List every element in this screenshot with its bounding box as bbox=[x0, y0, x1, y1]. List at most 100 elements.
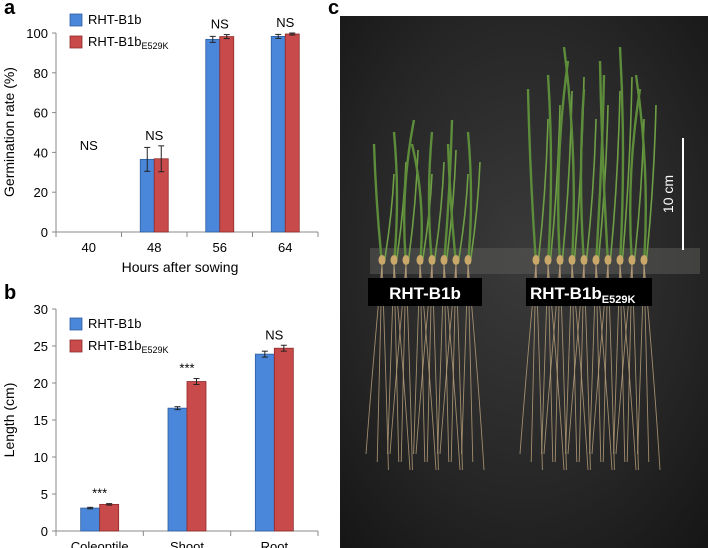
bar-rht-b1b bbox=[80, 507, 101, 532]
seed bbox=[604, 255, 612, 265]
seedling-leaf bbox=[433, 161, 445, 265]
seedling-leaf bbox=[557, 60, 570, 265]
seed bbox=[616, 255, 624, 265]
photo-label-left: RHT-B1b bbox=[389, 284, 461, 303]
x-tick-label: 64 bbox=[278, 240, 292, 255]
chart-b: Length (cm) 0 5 10 15 20 25 30 Coleoptile *** Sho… bbox=[1, 302, 319, 548]
legend-label: RHT-B1bE529K bbox=[88, 34, 169, 51]
photo-label-left-box bbox=[368, 278, 482, 306]
y-tick-label: 80 bbox=[34, 66, 48, 81]
seedling-leaf bbox=[629, 88, 642, 265]
bar-rht-b1b bbox=[205, 38, 221, 233]
seed bbox=[568, 255, 576, 265]
y-tick-label: 0 bbox=[41, 225, 48, 240]
seedling-leaf bbox=[621, 76, 633, 265]
seedling-leaf bbox=[546, 74, 553, 265]
seed bbox=[402, 255, 410, 265]
x-tick-label: Coleoptile bbox=[71, 539, 129, 548]
legend-label: RHT-B1b bbox=[88, 12, 141, 27]
seedling-leaf bbox=[537, 118, 549, 265]
seedling-leaf bbox=[392, 131, 399, 265]
bar-rht-b1b-e529k bbox=[99, 503, 120, 532]
chart-a: Germination rate (%) 0 20 40 60 80 100 40 NS 48 N… bbox=[1, 12, 319, 275]
seedling-leaf bbox=[445, 149, 457, 265]
seedling-leaf bbox=[410, 143, 423, 265]
chart-a-ylabel: Germination rate (%) bbox=[1, 67, 17, 197]
bar-rht-b1b-e529k bbox=[219, 36, 235, 233]
seed bbox=[592, 255, 600, 265]
legend-swatch bbox=[69, 35, 83, 49]
seedling-leaf bbox=[549, 104, 561, 265]
seed bbox=[544, 255, 552, 265]
panel-b-letter: b bbox=[4, 282, 17, 304]
y-tick-label: 30 bbox=[34, 302, 48, 317]
y-tick-label: 60 bbox=[34, 106, 48, 121]
significance-label: *** bbox=[92, 486, 107, 501]
seed bbox=[390, 255, 398, 265]
y-tick-label: 40 bbox=[34, 145, 48, 160]
panel-c-letter: c bbox=[328, 0, 340, 19]
seed bbox=[580, 255, 588, 265]
seed bbox=[378, 255, 386, 265]
bar-rht-b1b-e529k bbox=[284, 33, 300, 233]
seedling-leaf bbox=[634, 74, 647, 265]
seedling-leaf bbox=[609, 90, 621, 265]
seedling-leaf bbox=[585, 118, 597, 265]
seed bbox=[452, 255, 460, 265]
seedling-leaf bbox=[427, 131, 434, 265]
significance-label: NS bbox=[145, 128, 163, 143]
significance-label: NS bbox=[80, 138, 98, 153]
seedling-leaf bbox=[442, 119, 454, 265]
seed bbox=[532, 255, 540, 265]
seedling-leaf bbox=[598, 60, 610, 265]
significance-label: NS bbox=[211, 17, 229, 32]
legend-label: RHT-B1bE529K bbox=[88, 338, 169, 355]
y-tick-label: 5 bbox=[41, 487, 48, 502]
seed bbox=[428, 255, 436, 265]
x-tick-label: Root bbox=[261, 539, 289, 548]
legend-label: RHT-B1b bbox=[88, 316, 141, 331]
bar-rht-b1b-e529k bbox=[273, 347, 294, 532]
seedling-leaf bbox=[383, 173, 395, 265]
scale-bar-label: 10 cm bbox=[660, 175, 676, 213]
significance-label: NS bbox=[276, 15, 294, 30]
chart-b-ylabel: Length (cm) bbox=[1, 383, 17, 458]
seedling-leaf bbox=[469, 161, 481, 265]
panel-a-letter: a bbox=[4, 0, 16, 19]
seedling-leaf bbox=[618, 46, 625, 265]
y-tick-label: 100 bbox=[26, 26, 48, 41]
x-tick-label: Shoot bbox=[170, 539, 204, 548]
seedling-leaf bbox=[457, 173, 469, 265]
legend-swatch bbox=[69, 13, 83, 27]
seedling-photo: RHT-B1b RHT-B1bE529K 10 cm bbox=[340, 16, 708, 548]
seedling-leaf bbox=[446, 143, 458, 265]
y-tick-label: 25 bbox=[34, 339, 48, 354]
bar-rht-b1b bbox=[254, 353, 275, 532]
photo-label-right-box bbox=[526, 278, 652, 306]
seed bbox=[440, 255, 448, 265]
seed bbox=[556, 255, 564, 265]
legend-swatch bbox=[69, 317, 83, 331]
seedling-leaf bbox=[466, 131, 473, 265]
significance-label: *** bbox=[179, 361, 194, 376]
y-tick-label: 0 bbox=[41, 524, 48, 539]
x-tick-label: 48 bbox=[147, 240, 161, 255]
seedling-leaf bbox=[579, 88, 586, 265]
x-tick-label: 56 bbox=[213, 240, 227, 255]
seedling-leaf bbox=[407, 149, 419, 265]
legend-swatch bbox=[69, 339, 83, 353]
seed bbox=[640, 255, 648, 265]
significance-label: NS bbox=[265, 327, 283, 342]
seedlings bbox=[365, 46, 661, 471]
seed bbox=[628, 255, 636, 265]
seed bbox=[464, 255, 472, 265]
seedling-leaf bbox=[645, 104, 657, 265]
y-tick-label: 20 bbox=[34, 376, 48, 391]
y-tick-label: 10 bbox=[34, 450, 48, 465]
y-tick-label: 15 bbox=[34, 413, 48, 428]
seedling-leaf bbox=[372, 143, 384, 265]
y-tick-label: 20 bbox=[34, 185, 48, 200]
seedling-leaf bbox=[403, 119, 416, 265]
seedling-leaf bbox=[562, 46, 575, 265]
chart-a-xlabel: Hours after sowing bbox=[122, 259, 239, 275]
